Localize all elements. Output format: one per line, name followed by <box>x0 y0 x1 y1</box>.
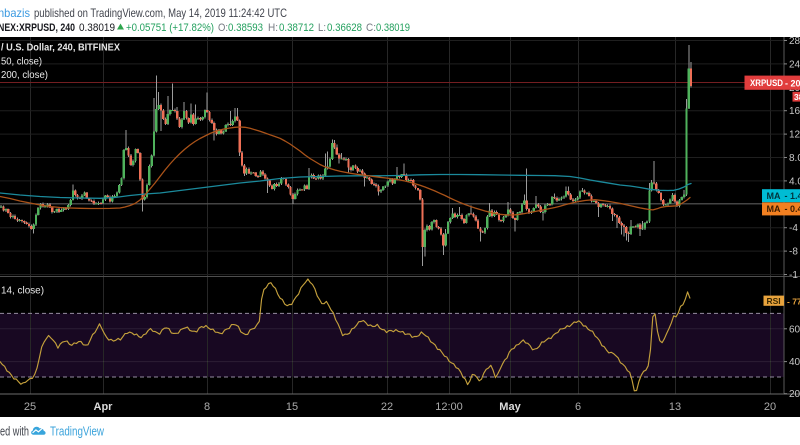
svg-text:22: 22 <box>381 401 393 413</box>
svg-text:40: 40 <box>789 357 800 368</box>
svg-text:/ U.S. Dollar, 240, BITFINEX: / U.S. Dollar, 240, BITFINEX <box>1 43 120 54</box>
svg-text:TradingView: TradingView <box>50 425 105 439</box>
svg-text:15: 15 <box>286 401 298 413</box>
svg-text:16: 16 <box>789 106 800 117</box>
svg-text:C:: C: <box>366 22 376 34</box>
svg-text:+0.05751 (+17.82%): +0.05751 (+17.82%) <box>126 22 214 34</box>
svg-text:25: 25 <box>24 401 36 413</box>
svg-text:28: 28 <box>789 37 800 47</box>
svg-text:8: 8 <box>204 401 210 413</box>
svg-text:RSI: RSI <box>767 296 781 306</box>
svg-text:0.38593: 0.38593 <box>228 22 263 34</box>
svg-text:Apr: Apr <box>94 401 114 413</box>
svg-text:published on TradingView.com,: published on TradingView.com, May 14, 20… <box>34 6 287 20</box>
svg-text:60: 60 <box>789 324 800 335</box>
svg-text:20: 20 <box>789 389 800 400</box>
svg-text:MA: MA <box>767 204 781 214</box>
svg-text:0.38712: 0.38712 <box>279 22 314 34</box>
svg-text:May: May <box>499 401 521 413</box>
svg-text:8.0: 8.0 <box>789 153 800 164</box>
svg-text:0.38019: 0.38019 <box>376 22 410 34</box>
svg-text:- 0.4: - 0.4 <box>785 204 800 214</box>
svg-text:12:00: 12:00 <box>435 401 463 413</box>
svg-text:50, close): 50, close) <box>1 57 42 68</box>
svg-text:38: 38 <box>794 92 800 102</box>
svg-text:6: 6 <box>575 401 581 413</box>
svg-text:0.36628: 0.36628 <box>327 22 362 34</box>
svg-text:XRPUSD: XRPUSD <box>750 78 783 88</box>
svg-text:L:: L: <box>318 22 326 34</box>
svg-text:O:: O: <box>218 22 228 34</box>
svg-text:- 77: - 77 <box>787 296 800 306</box>
svg-text:ed with: ed with <box>0 425 29 439</box>
svg-text:MA: MA <box>767 191 781 201</box>
svg-text:20: 20 <box>764 401 776 413</box>
svg-text:H:: H: <box>268 22 278 34</box>
svg-text:12: 12 <box>789 130 800 141</box>
svg-text:-1: -1 <box>789 270 798 281</box>
svg-text:4.0: 4.0 <box>789 176 800 187</box>
svg-text:-4: -4 <box>789 223 798 234</box>
svg-text:NEX:XRPUSD, 240: NEX:XRPUSD, 240 <box>0 22 75 34</box>
svg-text:- 20: - 20 <box>785 79 800 89</box>
svg-text:14, close): 14, close) <box>1 286 44 297</box>
svg-text:24: 24 <box>789 59 800 70</box>
svg-text:nbazis: nbazis <box>0 6 30 20</box>
svg-text:13: 13 <box>669 401 681 413</box>
svg-text:0.38019: 0.38019 <box>79 22 115 34</box>
svg-text:200, close): 200, close) <box>1 70 48 81</box>
svg-text:- 1.4: - 1.4 <box>785 191 800 201</box>
svg-text:-8: -8 <box>789 247 798 258</box>
